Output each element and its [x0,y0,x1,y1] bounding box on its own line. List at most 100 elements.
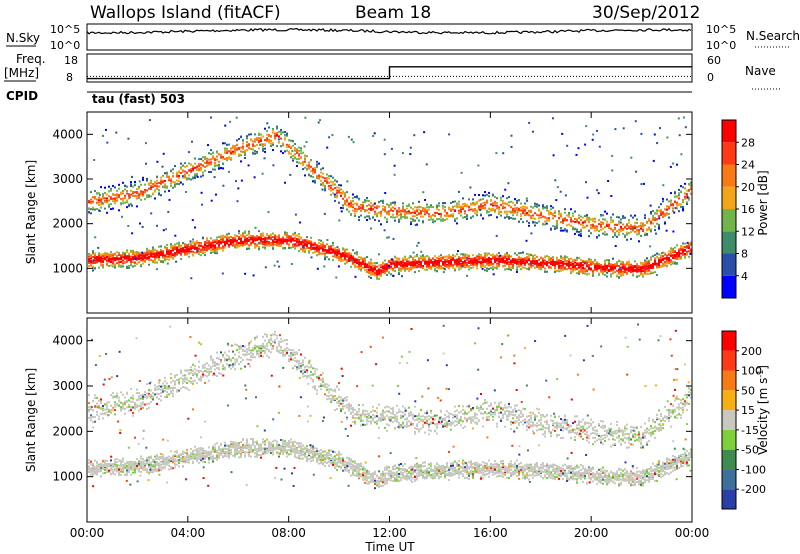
power-cell [408,262,410,265]
power-cell [286,231,288,234]
power-cell [500,258,502,261]
power-cell [618,222,620,225]
power-cell [138,251,140,254]
power-cell [488,262,490,265]
power-cell [520,206,522,209]
power-cell [566,263,568,265]
power-cell [290,238,292,241]
power-cell [306,244,308,247]
power-cell [408,269,410,272]
power-cell [506,268,508,270]
power-cell [564,228,566,230]
power-cell [364,258,366,261]
power-cell [208,171,210,173]
power-cell [160,245,162,248]
power-cell [484,260,486,263]
power-cell [100,253,102,256]
power-cell [386,203,388,206]
power-cell [242,243,244,246]
power-cell [478,255,480,258]
power-cell [630,231,632,233]
power-cell [638,265,640,268]
power-cell [404,258,406,261]
power-cell [294,233,296,236]
power-cell [458,268,460,271]
power-cell [476,214,478,217]
power-cell [643,182,645,185]
power-cell [446,265,448,268]
power-cell [114,197,116,200]
power-cell [294,143,296,145]
power-cell [572,270,574,272]
power-cell [612,236,614,239]
power-cell [516,262,518,265]
power-cell [220,238,222,241]
power-cell [170,255,172,258]
power-cell [582,264,584,267]
power-cell [98,192,100,195]
power-cell [154,248,156,251]
power-cell [376,262,378,265]
power-cell [578,266,580,269]
power-cell [656,212,658,215]
power-cell [426,203,428,206]
power-cell [424,210,426,213]
power-cell [172,249,174,252]
power-cell [146,250,148,253]
power-cell [162,256,164,259]
power-cell [472,209,474,212]
power-cell [228,238,230,241]
power-cell [466,214,468,217]
power-cell [670,201,672,204]
power-cell [216,250,218,253]
power-cell [198,167,200,170]
power-cell [396,257,398,260]
power-cell [236,139,238,142]
power-cell [314,169,316,172]
power-cell [656,262,658,265]
power-cell [206,242,208,245]
power-cell [210,251,212,254]
power-cell [214,250,216,253]
power-cell [610,263,612,266]
power-cell [592,274,594,277]
power-cell [354,196,356,198]
nsky-tick-top: 10^5 [50,23,80,36]
power-cell [404,215,406,218]
power-cell [102,192,104,195]
power-cell [134,251,136,254]
power-cell [198,243,200,246]
power-cell [600,228,602,231]
power-cell [374,262,376,264]
power-cell [112,184,114,187]
power-cell [378,212,380,215]
cpid-value: tau (fast) 503 [92,92,185,106]
power-cell [172,175,174,178]
power-cell [586,217,588,220]
power-cell [568,258,570,261]
power-cell [246,237,248,240]
power-cell [152,252,154,255]
power-cell [520,218,522,221]
power-cell [280,128,282,131]
power-cell [356,265,358,268]
power-cell [490,254,492,257]
power-cell [418,212,420,215]
power-cell [484,206,486,209]
power-cell [648,262,650,265]
power-cell [678,210,680,213]
power-cell [186,247,188,250]
power-cell [416,255,418,258]
power-cell [504,261,506,264]
power-cell [396,261,398,264]
power-cell [216,246,218,249]
power-cell [442,202,444,205]
power-cell [364,264,366,266]
power-cell [298,233,300,236]
power-cell [682,245,684,248]
power-cell [410,261,412,264]
power-cell [276,240,278,243]
power-cell [504,257,506,260]
power-cell [638,232,640,234]
power-cell [156,224,158,227]
